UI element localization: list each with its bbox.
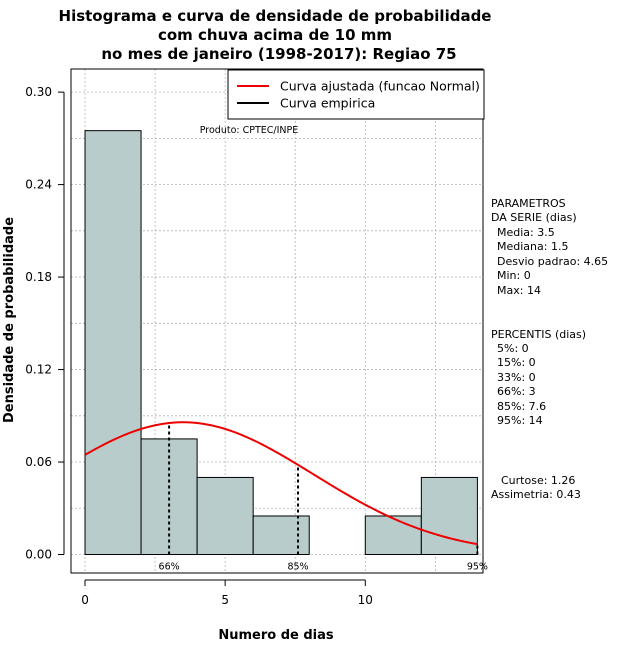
histogram-bar-5 [364,515,422,556]
skewness-text: Assimetria: 0.43 [491,488,581,501]
percentile-markers: 66% 85% 95% [159,423,488,573]
title-line-3: no mes de janeiro (1998-2017): Regiao 75 [101,45,456,63]
param-line-2: Media: 3.5 [497,226,555,239]
chart-title: Histograma e curva de densidade de proba… [59,7,492,63]
histogram-bar-3 [252,515,310,556]
percentile-label-66: 66% [159,562,180,573]
x-tick-label-0: 0 [81,593,89,607]
percentile-line-2: 15%: 0 [497,356,536,369]
percentile-line-4: 66%: 3 [497,385,536,398]
percentile-line-0: PERCENTIS (dias) [491,328,586,341]
legend-box [227,69,485,120]
histogram-bar-0 [84,130,142,556]
credit-text: Produto: CPTEC/INPE [200,125,299,136]
y-axis: 0.00 0.06 0.12 0.18 0.24 0.30 [25,85,65,562]
percentile-line-3: 33%: 0 [497,371,536,384]
legend: Curva ajustada (funcao Normal) Curva emp… [227,69,485,120]
percentiles-block: PERCENTIS (dias) 5%: 0 15%: 0 33%: 0 66%… [491,328,586,427]
percentile-line-5: 85%: 7.6 [497,400,546,413]
percentile-line-6: 95%: 14 [497,414,543,427]
param-line-5: Min: 0 [497,269,531,282]
statistics-panel: PARAMETROS DA SERIE (dias) Media: 3.5 Me… [491,197,608,501]
param-line-6: Max: 14 [497,284,541,297]
histogram-bars [84,130,478,556]
y-tick-label-1: 0.06 [25,455,52,469]
title-line-2: com chuva acima de 10 mm [158,26,392,44]
legend-label-empirical: Curva empirica [280,96,375,111]
y-axis-label: Densidade de probabilidade [2,217,17,423]
fitted-normal-curve [84,421,478,546]
param-line-4: Desvio padrao: 4.65 [497,255,608,268]
parameters-block: PARAMETROS DA SERIE (dias) Media: 3.5 Me… [491,197,608,297]
percentile-line-1: 5%: 0 [497,342,529,355]
y-tick-label-4: 0.24 [25,178,52,192]
title-line-1: Histograma e curva de densidade de proba… [59,7,492,25]
param-line-1: DA SERIE (dias) [491,211,577,224]
plot-frame [70,68,484,574]
y-tick-label-5: 0.30 [25,85,52,99]
shape-stats-block: Curtose: 1.26 Assimetria: 0.43 [491,474,581,501]
y-tick-label-2: 0.12 [25,363,52,377]
param-line-0: PARAMETROS [491,197,566,210]
y-tick-label-3: 0.18 [25,270,52,284]
x-axis-label: Numero de dias [218,628,334,643]
legend-label-fitted: Curva ajustada (funcao Normal) [280,79,480,94]
percentile-label-95: 95% [467,562,488,573]
param-line-3: Mediana: 1.5 [497,240,568,253]
y-tick-label-0: 0.00 [25,548,52,562]
kurtosis-text: Curtose: 1.26 [501,474,575,487]
x-tick-label-2: 10 [358,593,373,607]
percentile-label-85: 85% [287,562,308,573]
x-tick-label-1: 5 [221,593,229,607]
histogram-bar-2 [196,476,254,556]
x-axis: 0 5 10 [81,579,373,607]
